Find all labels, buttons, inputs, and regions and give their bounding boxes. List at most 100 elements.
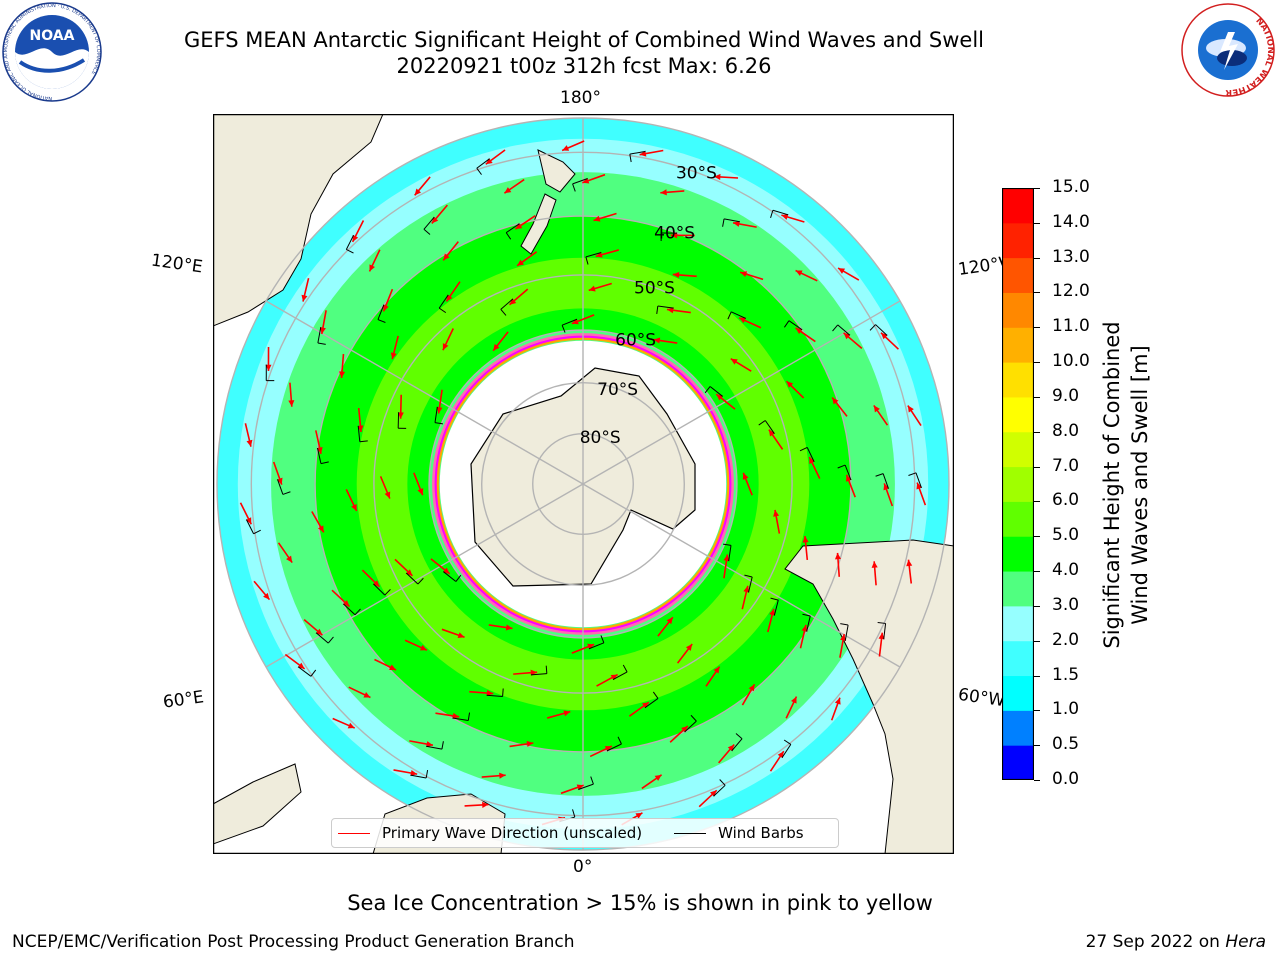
wave-arrow-head [593, 215, 601, 222]
wind-barb-flag [545, 665, 548, 674]
colorbar-segment [1002, 640, 1034, 677]
wave-arrow-head [748, 684, 755, 692]
colorbar-label: Significant Height of Combined Wind Wave… [1098, 255, 1158, 715]
wave-arrow-head [499, 772, 506, 779]
wave-arrow-head [714, 173, 721, 180]
wave-arrow-head [809, 456, 815, 464]
wind-barb-flag [359, 440, 368, 443]
wave-arrow-head [301, 294, 308, 302]
colorbar-segment [1002, 327, 1034, 363]
wind-barb-staff [883, 623, 887, 640]
meridian-line [582, 483, 901, 668]
latitude-label: 40°S [654, 223, 695, 243]
wind-barb-flag [476, 167, 482, 175]
wind-barb-staff [377, 304, 385, 320]
wave-arrow-head [906, 559, 913, 567]
wind-barb-staff [315, 632, 329, 644]
wave-arrow-head [743, 585, 750, 593]
wave-arrow-head [832, 397, 839, 405]
wind-barb-staff [585, 252, 602, 258]
wave-arrow-head [352, 234, 359, 242]
wind-barb-flag [282, 491, 291, 495]
colorbar-segment [1002, 675, 1034, 711]
wind-barb-staff [423, 216, 435, 230]
colorbar-segment [1002, 188, 1034, 224]
wave-arrow-head [730, 358, 738, 365]
wind-barb-flag [722, 218, 725, 227]
wind-barb-staff [612, 671, 628, 681]
colorbar-tick-label: 0.5 [1052, 734, 1080, 755]
wind-barb-flag [320, 461, 329, 465]
wave-arrow-head [452, 712, 460, 719]
wind-barb-legend-label: Wind Barbs [718, 824, 804, 842]
wave-arrow-head [801, 624, 808, 632]
wind-barb-staff [837, 324, 851, 336]
lon-label-0: 0° [573, 857, 593, 877]
wave-arrow-head [587, 643, 595, 650]
colorbar-tick-mark [1034, 222, 1040, 224]
colorbar-segment [1002, 257, 1034, 293]
wave-arrow-head [571, 318, 579, 325]
wind-barb-staff [684, 720, 697, 733]
wind-barb-staff [500, 298, 514, 310]
wind-barb-flag [384, 589, 391, 596]
colorbar-tick-mark [1034, 640, 1040, 642]
colorbar-tick-label: 4.0 [1052, 560, 1080, 581]
sea-ice-caption: Sea Ice Concentration > 15% is shown in … [347, 891, 933, 915]
wind-barb-staff [713, 784, 726, 797]
wind-barb-staff [452, 717, 469, 721]
wind-barb-flag [502, 688, 504, 697]
wind-barb-staff [781, 744, 792, 759]
wind-barb-staff [728, 545, 732, 562]
wind-barb-flag [869, 324, 876, 331]
wave-arrow-head [739, 317, 747, 324]
wave-arrow-head [486, 690, 494, 697]
colorbar-segment [1002, 605, 1034, 642]
wind-barb-staff [723, 218, 740, 223]
wave-arrow-head [319, 327, 326, 334]
wind-barb-staff [530, 673, 547, 676]
wind-barb-flag [770, 597, 779, 601]
wind-barb-flag [455, 574, 462, 582]
wave-arrow-head [286, 555, 293, 563]
wind-barb-staff [844, 464, 852, 481]
polar-map: 30°S 40°S 50°S 60°S 70°S 80°S [213, 114, 954, 854]
footer-machine: Hera [1225, 932, 1266, 952]
wave-arrow-head [916, 482, 923, 490]
wind-barb-flag [877, 622, 886, 624]
wave-arrow-head [635, 812, 643, 819]
wave-arrow-head [389, 664, 397, 670]
wind-barb-staff [875, 324, 888, 336]
colorbar-tick-mark [1034, 292, 1040, 294]
wind-barb-flag [600, 635, 605, 644]
wind-barb-flag [572, 809, 576, 818]
wave-arrow-head [339, 371, 346, 378]
wind-barb-staff [644, 698, 659, 709]
wind-barb-flag [438, 307, 447, 314]
wind-barb-flag [652, 691, 659, 699]
colorbar-segment [1002, 292, 1034, 328]
wind-barb-flag [802, 613, 811, 617]
wave-arrow-head [878, 632, 885, 640]
wave-arrow-head [791, 696, 797, 704]
colorbar-tick-label: 12.0 [1052, 281, 1090, 302]
colorbar-segment [1002, 466, 1034, 502]
latitude-label: 30°S [676, 163, 717, 183]
wind-barb-flag [704, 386, 711, 394]
wave-arrow-head [666, 617, 673, 625]
colorbar-tick-label: 8.0 [1052, 420, 1080, 441]
wind-barb-flag [770, 210, 774, 219]
wave-arrow-head [576, 784, 584, 791]
wave-direction-legend-line [338, 832, 370, 834]
wave-arrow-head [907, 405, 914, 413]
wind-barb-staff [731, 738, 743, 752]
wind-barb-flag [622, 664, 628, 673]
wave-arrow-head [795, 327, 803, 335]
colorbar-tick-label: 6.0 [1052, 490, 1080, 511]
wind-barb-staff [342, 603, 356, 616]
wind-barb-staff [405, 572, 419, 585]
wave-arrow-head [768, 429, 776, 437]
map-legend: Primary Wave Direction (unscaled) Wind B… [331, 818, 839, 848]
colorbar-segment [1002, 222, 1034, 259]
wave-arrow-head [845, 474, 852, 482]
